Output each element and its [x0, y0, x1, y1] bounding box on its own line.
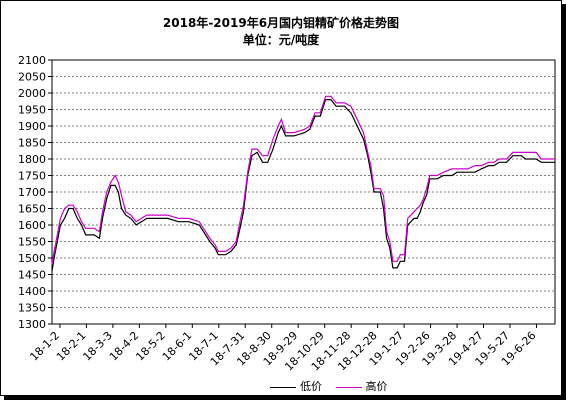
y-tick-label: 1550: [18, 236, 46, 249]
legend-label-low: 低价: [300, 380, 322, 393]
y-tick-label: 1450: [18, 269, 46, 282]
y-tick-label: 1300: [18, 318, 46, 331]
plot-area: [51, 59, 556, 325]
legend-line-high: [335, 386, 362, 388]
y-tick-label: 2050: [18, 71, 46, 84]
y-tick-label: 1950: [18, 104, 46, 117]
legend-item-high: 高价: [335, 378, 388, 394]
y-tick-label: 1850: [18, 137, 46, 150]
y-tick-label: 1600: [18, 219, 46, 232]
legend-label-high: 高价: [365, 380, 388, 393]
y-tick-label: 1500: [18, 252, 46, 265]
y-tick-label: 1750: [18, 170, 46, 183]
y-tick-label: 1650: [18, 203, 46, 216]
legend: 低价 高价: [270, 378, 398, 394]
y-tick-label: 1350: [18, 302, 46, 315]
legend-line-low: [270, 386, 296, 388]
y-tick-label: 2100: [18, 54, 46, 67]
y-tick-label: 1800: [18, 153, 46, 166]
chart-subtitle: 单位：元/吨度: [242, 33, 320, 47]
series-line-high: [51, 95, 555, 265]
y-tick-label: 1400: [18, 285, 46, 298]
series-line-low: [51, 99, 555, 272]
y-tick-label: 1700: [18, 186, 46, 199]
y-tick-label: 2000: [18, 87, 46, 100]
legend-item-low: 低价: [270, 378, 322, 394]
y-tick-label: 1900: [18, 120, 46, 133]
chart-title: 2018年-2019年6月国内钼精矿价格走势图: [162, 16, 400, 30]
